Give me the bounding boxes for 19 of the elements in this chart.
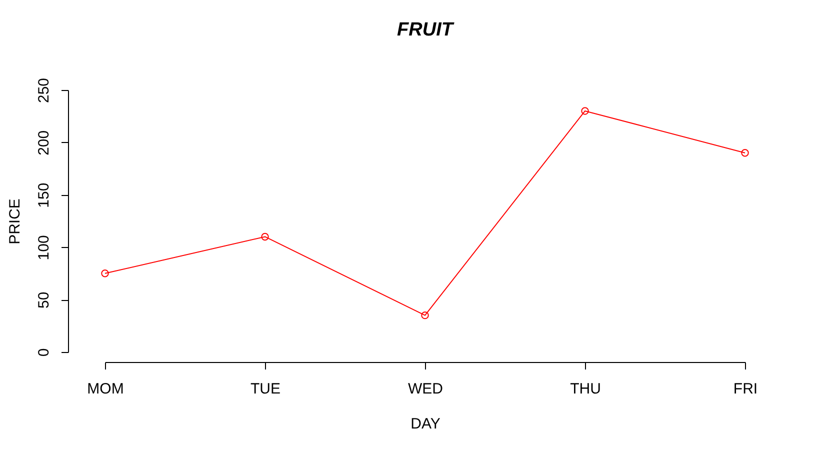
y-tick-label: 150 — [36, 182, 52, 208]
point — [741, 149, 749, 157]
y-axis-title: PRICE — [6, 198, 24, 244]
point — [261, 232, 269, 241]
point — [581, 107, 589, 115]
x-axis-title: DAY — [410, 416, 440, 432]
point — [101, 270, 109, 278]
y-tick-label: 250 — [36, 78, 52, 104]
x-tick-label: FRI — [733, 380, 758, 398]
point — [421, 311, 429, 320]
y-tick-label: 0 — [36, 348, 52, 357]
x-tick-label: WED — [408, 380, 444, 398]
y-tick-label: 50 — [36, 292, 52, 308]
x-tick-label: TUE — [250, 380, 280, 398]
x-tick-label: MOM — [87, 380, 124, 398]
x-tick-label: THU — [570, 380, 601, 398]
chart-title: FRUIT — [397, 19, 454, 40]
y-tick-label: 200 — [36, 130, 52, 156]
y-tick-label: 100 — [36, 235, 52, 260]
